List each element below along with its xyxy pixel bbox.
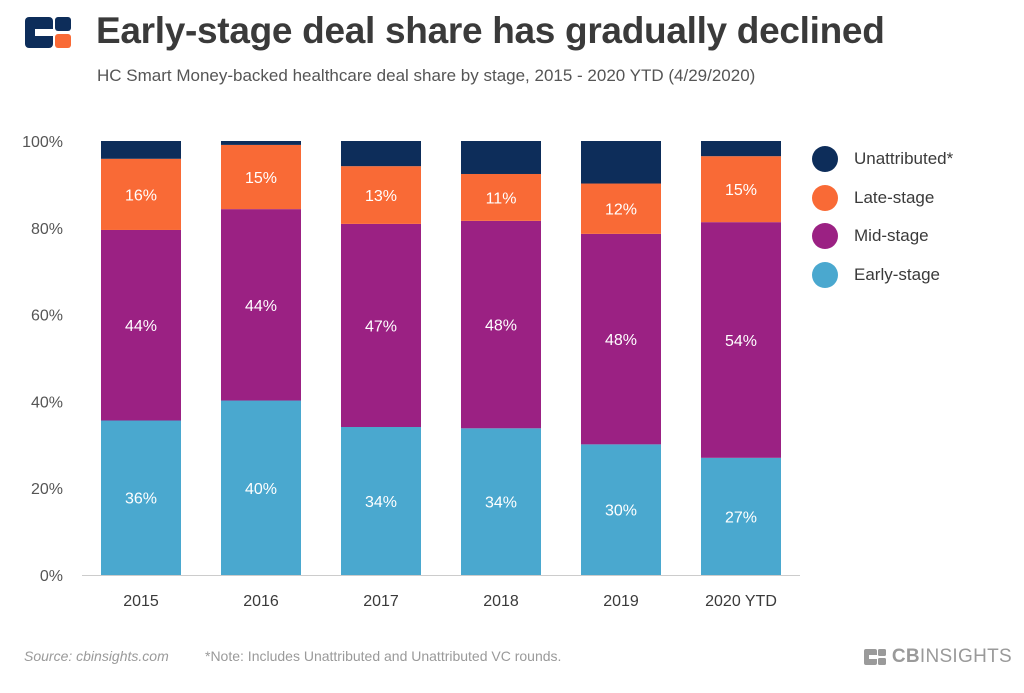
bar-segment-mid-stage <box>581 233 661 445</box>
legend-swatch <box>812 223 838 250</box>
legend-label: Late-stage <box>854 187 935 207</box>
data-label: 48% <box>485 318 517 335</box>
bar-segment-early-stage <box>341 427 421 575</box>
brand-text-rest: INSIGHTS <box>919 646 1012 667</box>
legend-swatch <box>812 184 838 211</box>
bar-segment-mid-stage <box>221 209 301 401</box>
data-label: 34% <box>485 495 517 512</box>
y-tick-label: 60% <box>31 308 63 325</box>
data-label: 44% <box>125 318 157 335</box>
bar-segment-late-stage <box>221 144 301 210</box>
source-text: Source: cbinsights.com <box>24 648 169 664</box>
bar-segment-mid-stage <box>701 222 781 458</box>
data-label: 36% <box>125 491 157 508</box>
logo-block-orange <box>55 34 71 48</box>
y-tick-label: 0% <box>40 568 63 585</box>
data-label: 27% <box>725 509 757 526</box>
y-tick-label: 20% <box>31 481 63 498</box>
data-label: 30% <box>605 503 637 520</box>
bar-segment-late-stage <box>101 158 181 230</box>
chart-subtitle: HC Smart Money-backed healthcare deal sh… <box>97 66 756 85</box>
legend-item: Unattributed* <box>812 140 953 179</box>
data-label: 13% <box>365 188 397 205</box>
data-label: 12% <box>605 202 637 219</box>
bar-segment-early-stage <box>101 420 181 575</box>
bar-segment-early-stage <box>701 457 781 575</box>
legend-item: Late-stage <box>812 179 953 218</box>
data-label: 34% <box>365 494 397 511</box>
x-tick-label: 2015 <box>123 593 159 610</box>
x-tick-label: 2018 <box>483 593 519 610</box>
brand-mark-icon <box>863 649 886 665</box>
x-tick-label: 2020 YTD <box>705 593 777 610</box>
bar-segment-late-stage <box>461 173 541 221</box>
chart-legend: Unattributed* Late-stage Mid-stage Early-st… <box>812 140 953 294</box>
legend-label: Early-stage <box>854 264 940 284</box>
bar-segment-mid-stage <box>101 229 181 421</box>
y-tick-label: 40% <box>31 394 63 411</box>
data-label: 16% <box>125 187 157 204</box>
bar-segment-early-stage <box>221 400 301 575</box>
data-label: 15% <box>725 182 757 199</box>
legend-swatch <box>812 261 838 288</box>
data-label: 11% <box>486 190 517 207</box>
data-label: 40% <box>245 481 277 498</box>
bar-segment-late-stage <box>341 166 421 224</box>
bar-segment-unattributed <box>341 141 421 167</box>
y-tick-label: 80% <box>31 221 63 238</box>
data-label: 48% <box>605 332 637 349</box>
bar-segment-mid-stage <box>341 223 421 428</box>
chart-title: Early-stage deal share has gradually dec… <box>96 10 885 51</box>
bar-segment-mid-stage <box>461 220 541 429</box>
y-tick-label: 100% <box>22 134 63 151</box>
bar-segment-unattributed <box>581 141 661 184</box>
cb-insights-logo <box>25 17 71 48</box>
bar-segment-unattributed <box>701 141 781 157</box>
data-label: 54% <box>725 333 757 350</box>
brand-wordmark: CBINSIGHTS <box>863 646 1012 668</box>
bar-segment-late-stage <box>701 156 781 223</box>
bar-segment-early-stage <box>461 428 541 575</box>
legend-item: Mid-stage <box>812 217 953 256</box>
legend-label: Unattributed* <box>854 149 954 169</box>
bar-segment-unattributed <box>221 141 301 145</box>
x-tick-label: 2019 <box>603 593 639 610</box>
bar-segment-early-stage <box>581 444 661 575</box>
bar-segment-unattributed <box>101 141 181 159</box>
legend-label: Mid-stage <box>854 226 929 246</box>
logo-block-blue-right <box>55 17 71 31</box>
bar-segment-unattributed <box>461 141 541 174</box>
x-tick-label: 2016 <box>243 593 279 610</box>
data-label: 47% <box>365 318 397 335</box>
bar-segment-late-stage <box>581 183 661 234</box>
x-tick-label: 2017 <box>363 593 399 610</box>
footnote-text: *Note: Includes Unattributed and Unattri… <box>205 648 562 664</box>
data-label: 15% <box>245 170 277 187</box>
brand-text-bold: CB <box>891 646 920 667</box>
data-label: 44% <box>245 298 277 315</box>
legend-item: Early-stage <box>812 256 953 295</box>
legend-swatch <box>812 146 838 173</box>
